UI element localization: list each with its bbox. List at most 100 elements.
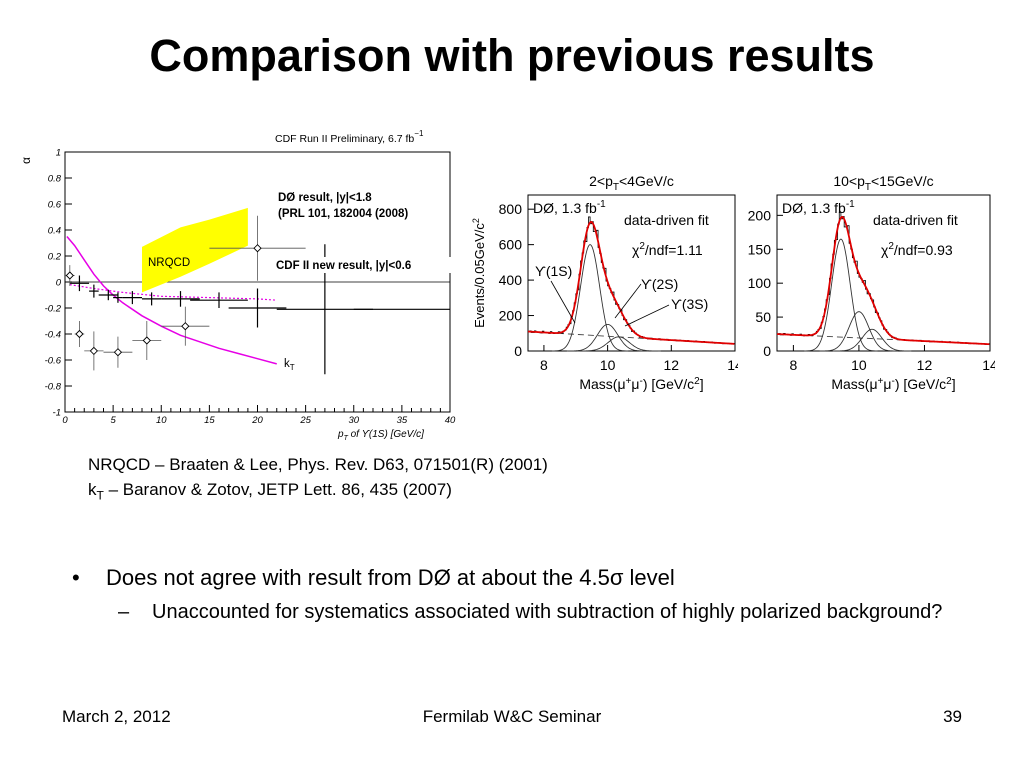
mass-chart-high-pt: 10<pT<15GeV/c 0 50 100 150 200 8 10 12 14 Mass(μ+μ… bbox=[748, 173, 995, 392]
high-pt-y-tick-label: 0 bbox=[763, 343, 771, 359]
low-pt-peak-1s-label: ϒ(1S) bbox=[535, 263, 572, 279]
x-tick-label: 40 bbox=[445, 415, 456, 426]
high-pt-peak-3 bbox=[832, 328, 912, 352]
x-tick-label: 15 bbox=[204, 415, 215, 426]
x-tick-label: 25 bbox=[299, 415, 311, 426]
x-axis-label: pT of ϒ(1S) [GeV/c] bbox=[337, 429, 424, 442]
high-pt-y-tick-label: 50 bbox=[755, 309, 771, 325]
annotation-cdf-background bbox=[273, 257, 453, 273]
low-pt-peak-3 bbox=[576, 336, 661, 352]
low-pt-peak-3s-pointer bbox=[624, 304, 670, 327]
d0-point-marker bbox=[89, 346, 99, 356]
d0-point-marker bbox=[181, 322, 190, 331]
bullet-text: Does not agree with result from DØ at ab… bbox=[106, 565, 675, 590]
low-pt-y-tick-label: 800 bbox=[499, 201, 523, 217]
footer-event: Fermilab W&C Seminar bbox=[422, 707, 602, 726]
footer-page-number: 39 bbox=[943, 707, 962, 726]
bullet-list: • Does not agree with result from DØ at … bbox=[72, 565, 972, 626]
x-tick-label: 30 bbox=[348, 415, 359, 426]
bullet-item: • Does not agree with result from DØ at … bbox=[72, 565, 972, 591]
nrqcd-dotted-curve bbox=[69, 284, 277, 301]
d0-point-marker bbox=[142, 336, 151, 345]
low-pt-peak-2s-pointer bbox=[614, 283, 642, 319]
high-pt-peak-1 bbox=[804, 238, 878, 352]
y-axis-label: α bbox=[20, 157, 33, 164]
low-pt-chi2-label: χ2/ndf=1.11 bbox=[632, 241, 703, 258]
high-pt-chi2-label: χ2/ndf=0.93 bbox=[881, 241, 953, 258]
low-pt-y-label: Events/0.05GeV/c2 bbox=[471, 218, 487, 328]
low-pt-peak-3s-label: ϒ(3S) bbox=[671, 296, 708, 312]
low-pt-total-fit bbox=[527, 220, 735, 345]
low-pt-experiment-label: DØ, 1.3 fb-1 bbox=[533, 199, 606, 216]
high-pt-x-tick-label: 14 bbox=[982, 357, 995, 373]
low-pt-peak-2s-label: ϒ(2S) bbox=[641, 276, 678, 292]
y-tick-label: 0.8 bbox=[48, 174, 62, 185]
y-tick-label: -0.8 bbox=[45, 382, 62, 393]
low-pt-data-histogram bbox=[528, 216, 735, 345]
sub-bullet-text: Unaccounted for systematics associated w… bbox=[152, 601, 943, 623]
low-pt-x-tick-label: 14 bbox=[727, 357, 738, 373]
high-pt-fit-label: data-driven fit bbox=[873, 212, 958, 228]
low-pt-y-tick-label: 600 bbox=[499, 237, 523, 253]
sub-bullet-item: – Unaccounted for systematics associated… bbox=[72, 599, 972, 626]
annotation-kt: kT bbox=[284, 358, 295, 372]
y-tick-label: -0.2 bbox=[45, 304, 62, 315]
d0-point-marker bbox=[113, 348, 123, 357]
low-pt-peak-2 bbox=[566, 323, 649, 352]
low-pt-x-tick-label: 12 bbox=[664, 357, 680, 373]
low-pt-y-tick-label: 200 bbox=[499, 308, 523, 324]
references: NRQCD – Braaten & Lee, Phys. Rev. D63, 0… bbox=[88, 452, 548, 508]
low-pt-peak-1 bbox=[551, 244, 629, 352]
bullet-marker: • bbox=[72, 565, 80, 590]
nrqcd-band bbox=[142, 207, 248, 293]
annotation-d0-result: DØ result, |y|<1.8 bbox=[278, 192, 372, 204]
d0-point-marker bbox=[65, 271, 74, 280]
kt-curve bbox=[66, 236, 277, 365]
x-tick-label: 5 bbox=[110, 415, 116, 426]
mass-chart-low-pt: 2<pT<4GeV/c 0 200 400 600 800 8 10 12 14 Mass(μ+μ-… bbox=[471, 173, 738, 392]
low-pt-x-tick-label: 8 bbox=[540, 357, 548, 373]
y-tick-label: 1 bbox=[56, 148, 61, 159]
x-tick-label: 0 bbox=[62, 415, 68, 426]
high-pt-y-tick-label: 150 bbox=[748, 241, 772, 257]
annotation-cdf-result: CDF II new result, |y|<0.6 bbox=[276, 260, 411, 272]
high-pt-x-tick-label: 12 bbox=[917, 357, 933, 373]
d0-point-marker bbox=[75, 329, 84, 339]
x-tick-label: 35 bbox=[397, 415, 408, 426]
y-tick-label: 0.2 bbox=[48, 252, 62, 263]
low-pt-peak-1s-pointer bbox=[550, 280, 576, 324]
footer-date: March 2, 2012 bbox=[62, 707, 171, 726]
high-pt-x-tick-label: 8 bbox=[789, 357, 797, 373]
alpha-vs-pt-chart: CDF Run II Preliminary, 6.7 fb−1 α -1 -0.8 -… bbox=[20, 129, 456, 442]
high-pt-total-fit bbox=[776, 215, 990, 346]
high-pt-y-tick-label: 200 bbox=[748, 207, 772, 223]
low-pt-x-tick-label: 10 bbox=[600, 357, 616, 373]
low-pt-fit-label: data-driven fit bbox=[624, 212, 709, 228]
y-tick-label: -0.4 bbox=[45, 330, 61, 341]
annotation-nrqcd: NRQCD bbox=[148, 257, 190, 269]
sub-bullet-marker: – bbox=[118, 601, 130, 623]
low-pt-y-tick-label: 0 bbox=[514, 343, 522, 359]
high-pt-x-label: Mass(μ+μ-) [GeV/c2] bbox=[831, 376, 955, 392]
low-pt-y-tick-label: 400 bbox=[499, 272, 523, 288]
high-pt-y-tick-label: 100 bbox=[748, 275, 772, 291]
reference-nrqcd: NRQCD – Braaten & Lee, Phys. Rev. D63, 0… bbox=[88, 455, 548, 474]
y-tick-label: 0.6 bbox=[48, 200, 62, 211]
high-pt-frame bbox=[776, 194, 991, 352]
d0-point-marker bbox=[253, 244, 262, 253]
y-tick-label: 0 bbox=[56, 278, 62, 289]
y-tick-label: 0.4 bbox=[48, 226, 61, 237]
slide-title: Comparison with previous results bbox=[149, 30, 875, 81]
annotation-d0-reference: (PRL 101, 182004 (2008) bbox=[278, 208, 408, 220]
y-tick-label: -1 bbox=[53, 408, 61, 419]
low-pt-title: 2<pT<4GeV/c bbox=[589, 173, 674, 193]
high-pt-title: 10<pT<15GeV/c bbox=[833, 173, 933, 193]
low-pt-frame bbox=[527, 194, 736, 352]
x-tick-label: 20 bbox=[251, 415, 263, 426]
high-pt-experiment-label: DØ, 1.3 fb-1 bbox=[782, 199, 855, 216]
x-tick-label: 10 bbox=[156, 415, 167, 426]
reference-kt: kT – Baranov & Zotov, JETP Lett. 86, 435… bbox=[88, 480, 452, 503]
high-pt-x-tick-label: 10 bbox=[851, 357, 867, 373]
y-tick-label: -0.6 bbox=[45, 356, 62, 367]
low-pt-x-label: Mass(μ+μ-) [GeV/c2] bbox=[579, 376, 703, 392]
